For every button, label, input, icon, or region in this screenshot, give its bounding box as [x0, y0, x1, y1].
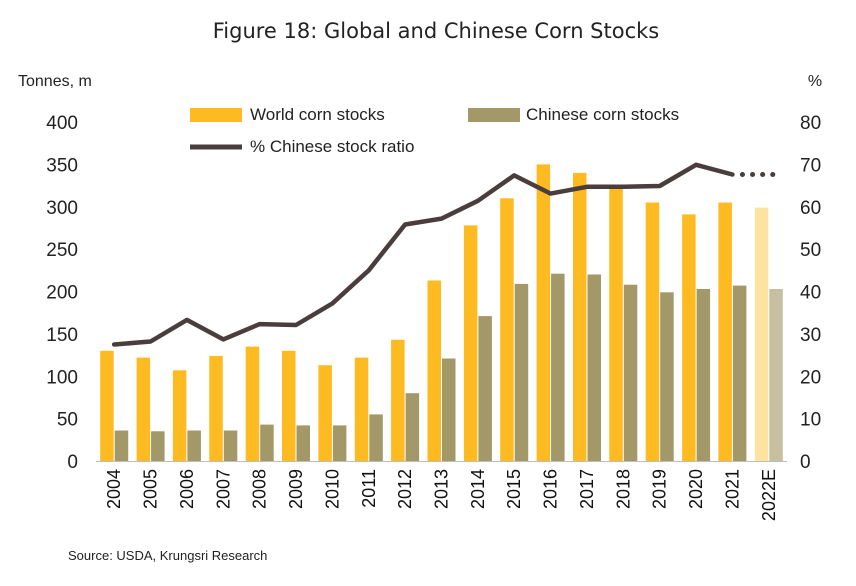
bar-world-2020	[682, 214, 696, 461]
bar-china-2007	[223, 430, 238, 461]
left-axis-unit: Tonnes, m	[18, 73, 92, 90]
right-tick-label: 0	[800, 452, 811, 473]
bar-china-2009	[296, 425, 310, 461]
bar-world-2009	[282, 350, 296, 461]
bar-world-2019	[645, 202, 660, 461]
x-tick-label: 2019	[650, 469, 670, 509]
legend-swatch-china	[468, 108, 520, 122]
legend-swatch-world	[190, 108, 242, 122]
bar-world-2017	[573, 172, 587, 461]
x-tick-label: 2013	[432, 469, 452, 509]
bar-world-2022E	[754, 207, 769, 461]
bar-china-2008	[260, 424, 274, 461]
x-tick-label: 2005	[141, 469, 161, 509]
right-tick-label: 80	[800, 113, 821, 134]
x-tick-label: 2012	[395, 469, 415, 509]
x-tick-label: 2021	[722, 469, 742, 509]
x-tick-label: 2011	[359, 469, 379, 508]
x-tick-label: 2015	[504, 469, 524, 509]
left-axis-ticks: 0 50 100 150 200 250 300 350 400	[46, 113, 78, 473]
bar-china-2005	[151, 431, 165, 461]
x-tick-label: 2010	[322, 469, 342, 509]
x-tick-label: 2016	[541, 469, 561, 509]
bar-china-2006	[187, 430, 201, 461]
chart-title: Figure 18: Global and Chinese Corn Stock…	[213, 19, 660, 43]
bar-china-2020	[696, 289, 711, 461]
legend: World corn stocks Chinese corn stocks % Ch…	[190, 105, 679, 156]
bar-china-2017	[587, 274, 601, 461]
left-tick-label: 100	[46, 367, 78, 388]
legend-label-ratio: % Chinese stock ratio	[250, 137, 414, 156]
bar-world-2007	[209, 355, 223, 461]
x-tick-label: 2007	[213, 469, 233, 509]
right-tick-label: 60	[800, 198, 821, 219]
right-tick-label: 40	[800, 283, 821, 304]
bar-world-2012	[391, 339, 405, 461]
ratio-line	[111, 162, 735, 347]
source-note: Source: USDA, Krungsri Research	[68, 548, 267, 563]
bar-china-2019	[660, 292, 674, 461]
left-tick-label: 300	[46, 198, 78, 219]
bar-group	[100, 164, 783, 462]
line-group	[111, 162, 778, 347]
left-tick-label: 50	[57, 410, 78, 431]
bar-china-2011	[369, 414, 383, 461]
x-tick-label: 2020	[686, 469, 706, 509]
bar-world-2021	[718, 202, 732, 461]
legend-label-china: Chinese corn stocks	[526, 105, 679, 124]
x-tick-label: 2017	[577, 469, 597, 509]
right-axis-unit: %	[808, 73, 822, 90]
bar-china-2010	[332, 425, 347, 461]
bar-china-2014	[478, 316, 492, 461]
left-tick-label: 400	[46, 113, 78, 134]
x-tick-label: 2006	[177, 469, 197, 509]
bar-world-2005	[136, 357, 151, 461]
bar-world-2015	[500, 198, 514, 462]
x-tick-label: 2014	[468, 469, 488, 509]
bar-china-2022E	[769, 289, 783, 461]
right-tick-label: 30	[800, 325, 821, 346]
left-tick-label: 200	[46, 283, 78, 304]
bar-china-2021	[732, 285, 747, 461]
right-tick-label: 70	[800, 155, 821, 176]
bar-world-2004	[100, 350, 114, 461]
x-tick-label: 2009	[286, 469, 306, 509]
bar-world-2006	[172, 370, 187, 461]
left-tick-label: 350	[46, 155, 78, 176]
bar-world-2013	[427, 280, 441, 461]
left-tick-label: 250	[46, 240, 78, 261]
right-tick-label: 10	[800, 410, 821, 431]
right-axis-ticks: 0 10 20 30 40 50 60 70 80	[800, 113, 821, 473]
x-tick-label: 2008	[250, 469, 270, 509]
x-tick-label: 2004	[104, 469, 124, 509]
bar-world-2018	[609, 188, 623, 461]
right-tick-label: 20	[800, 367, 821, 388]
bar-world-2011	[354, 357, 369, 461]
bar-world-2010	[318, 365, 332, 461]
bar-china-2013	[442, 358, 456, 461]
bar-china-2016	[551, 273, 565, 461]
x-tick-label: 2018	[613, 469, 633, 509]
left-tick-label: 0	[67, 452, 78, 473]
bar-china-2015	[514, 283, 529, 461]
bar-world-2016	[536, 164, 551, 461]
bar-china-2004	[114, 430, 129, 461]
left-tick-label: 150	[46, 325, 78, 346]
x-tick-label: 2022E	[759, 469, 779, 521]
bar-world-2008	[245, 346, 260, 461]
right-tick-label: 50	[800, 240, 821, 261]
bar-china-2018	[623, 284, 638, 461]
x-axis: 2004 2005 2006 2007 2008 2009 2010 2011 2012 2013…	[96, 461, 787, 521]
legend-label-world: World corn stocks	[250, 105, 385, 124]
bar-world-2014	[463, 225, 478, 461]
bar-china-2012	[405, 393, 420, 461]
